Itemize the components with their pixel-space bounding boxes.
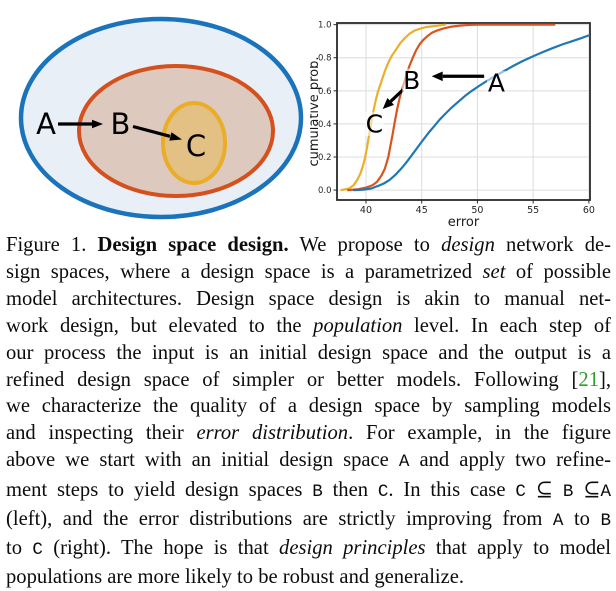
caption-text: to xyxy=(6,536,33,559)
annotation-arrow-head-A xyxy=(431,71,443,82)
caption-text: (right). The hope is that xyxy=(42,536,280,559)
venn-label-a: A xyxy=(36,107,56,141)
caption-text: A xyxy=(398,452,410,473)
arrow-b-to-c-head-icon xyxy=(169,132,182,141)
y-tick-label: 0.4 xyxy=(318,120,332,130)
caption-line: above we start with an initial design sp… xyxy=(6,447,611,476)
axes-box xyxy=(336,22,591,201)
caption-line: to C (right). The hope is that design pr… xyxy=(6,535,611,564)
caption-text xyxy=(526,479,536,501)
annotation-label-B: B xyxy=(403,66,420,95)
caption-text: Design space design. xyxy=(97,234,289,256)
y-tick-label: 0.6 xyxy=(318,87,332,97)
caption-text: then xyxy=(322,479,378,502)
venn-label-b: B xyxy=(111,107,131,141)
caption-text: error distribution xyxy=(196,422,349,445)
caption-text: to xyxy=(563,508,601,531)
annotation-label-C: C xyxy=(366,109,383,138)
x-tick-label: 45 xyxy=(416,205,428,216)
caption-text: We propose to xyxy=(288,234,442,256)
venn-diagram: A B C xyxy=(18,16,304,220)
caption-text: . In this case xyxy=(388,479,516,502)
caption-text: population xyxy=(313,314,403,337)
caption-text: B xyxy=(600,511,611,532)
caption-text: sign spaces, where a design space is a p… xyxy=(6,260,483,283)
caption-text: populations are more likely to be robust… xyxy=(6,565,465,588)
curve-C xyxy=(340,23,447,192)
caption-line: work design, but elevated to the populat… xyxy=(6,313,611,340)
caption-text: and inspecting their xyxy=(6,422,197,445)
figure-caption: Figure 1. Design space design. We propos… xyxy=(0,228,616,591)
x-tick-label: 55 xyxy=(527,205,539,216)
caption-text: and apply two refine- xyxy=(409,449,611,472)
caption-text: of possible xyxy=(505,260,611,283)
caption-text: Figure 1. xyxy=(6,234,98,256)
y-tick-label: 0.0 xyxy=(318,186,332,196)
annotation-arrow-B xyxy=(389,88,404,103)
caption-text: we characterize the quality of a design … xyxy=(6,395,611,418)
caption-text: work design, but elevated to the xyxy=(6,314,314,337)
caption-text: our process the input is an initial desi… xyxy=(6,341,611,364)
caption-text: (left), and the error distributions are … xyxy=(6,508,553,531)
caption-line: and inspecting their error distribution.… xyxy=(6,420,611,447)
caption-text: ], xyxy=(598,368,611,391)
caption-text: above we start with an initial design sp… xyxy=(6,449,399,472)
caption-line: model architectures. Design space design… xyxy=(6,286,611,313)
design-space-c-ellipse xyxy=(161,101,227,185)
caption-line: we characterize the quality of a design … xyxy=(6,393,611,420)
y-tick-label: 1.0 xyxy=(318,21,332,31)
venn-diagram-panel: A B C xyxy=(0,0,310,228)
x-axis-label: error xyxy=(448,215,480,228)
caption-line: Figure 1. Design space design. We propos… xyxy=(6,232,611,259)
caption-text: C xyxy=(32,539,43,560)
annotation-bbox-A xyxy=(486,70,506,95)
caption-text: design xyxy=(441,234,495,256)
y-tick-label: 0.2 xyxy=(318,153,332,163)
caption-text: model architectures. Design space design… xyxy=(6,287,611,310)
error-cdf-chart-panel: 40 45 50 55 60 0.0 0.2 0.4 0.6 0.8 1.0 error cumulat… xyxy=(310,0,616,228)
x-tick-label: 40 xyxy=(360,205,372,216)
caption-line: ment steps to yield design spaces B then… xyxy=(6,476,611,506)
caption-text: ⊆ xyxy=(535,477,553,502)
annotation-bbox-C xyxy=(364,111,384,136)
caption-text: set xyxy=(482,260,506,283)
x-tick-label: 50 xyxy=(471,205,483,216)
caption-text xyxy=(573,479,583,501)
caption-text xyxy=(553,479,563,501)
caption-text: ment steps to yield design spaces xyxy=(6,479,313,502)
annotation-arrow-head-B xyxy=(382,98,394,109)
caption-line: refined design space of simpler or bette… xyxy=(6,367,611,394)
caption-text: level. In each step of xyxy=(402,314,611,337)
caption-text: that apply to model xyxy=(425,536,612,559)
figure-1: A B C 40 45 50 55 60 0.0 0.2 0.4 0.6 0.8 1.0 error c… xyxy=(0,0,616,228)
caption-text: C xyxy=(515,482,526,503)
caption-text: ⊆ xyxy=(583,477,601,502)
caption-text: network de- xyxy=(494,234,611,256)
caption-text: refined design space of simpler or bette… xyxy=(6,368,579,391)
y-tick-label: 0.8 xyxy=(318,54,332,64)
y-axis-label: cumulative prob. xyxy=(310,56,322,166)
x-tick-label: 60 xyxy=(583,205,595,216)
caption-text: C xyxy=(377,482,389,503)
annotation-bbox-B xyxy=(402,68,422,93)
venn-label-c: C xyxy=(186,129,206,163)
caption-text: B xyxy=(312,482,323,503)
arrow-a-to-b-head-icon xyxy=(92,119,103,129)
caption-text: B xyxy=(562,482,574,503)
caption-line: our process the input is an initial desi… xyxy=(6,340,611,367)
annotation-label-A: A xyxy=(488,68,505,97)
error-cdf-chart: 40 45 50 55 60 0.0 0.2 0.4 0.6 0.8 1.0 error cumulat… xyxy=(310,21,595,228)
caption-line: populations are more likely to be robust… xyxy=(6,564,611,591)
caption-text: A xyxy=(552,511,564,532)
curve-A xyxy=(352,34,590,192)
caption-text: . For example, in the figure xyxy=(348,422,611,445)
arrow-b-to-c xyxy=(132,124,171,138)
citation-21[interactable]: 21 xyxy=(578,368,599,391)
caption-line: sign spaces, where a design space is a p… xyxy=(6,259,611,286)
caption-text: design principles xyxy=(279,536,426,559)
caption-line: (left), and the error distributions are … xyxy=(6,506,611,535)
caption-text: A xyxy=(600,482,611,503)
